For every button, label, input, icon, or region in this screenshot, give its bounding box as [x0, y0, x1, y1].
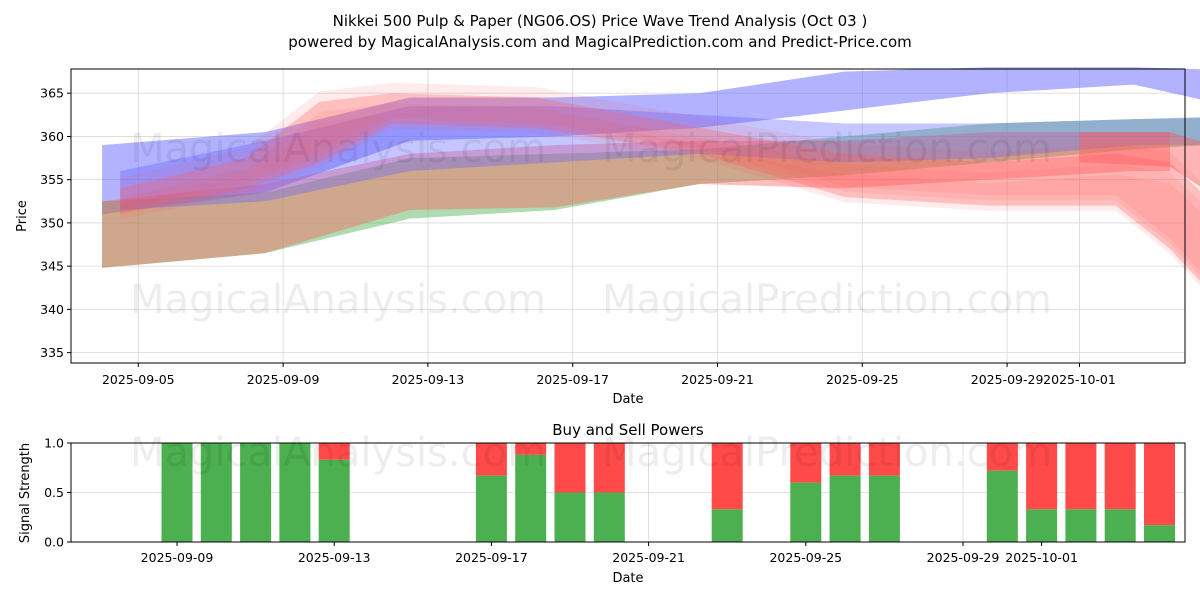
- y-tick-label: 355: [40, 172, 64, 187]
- sell-power-bar: [829, 443, 861, 476]
- bars-watermarks: MagicalAnalysis.com MagicalPrediction.co…: [130, 430, 1052, 476]
- price-x-axis: 2025-09-05 2025-09-09 2025-09-13 2025-09-17…: [102, 363, 1116, 387]
- sell-power-bar: [318, 443, 350, 460]
- price-band-blue-band: [102, 67, 1200, 215]
- sell-power-bar: [1065, 443, 1097, 510]
- sell-power-bar: [475, 443, 507, 476]
- x-tick-label: 2025-09-09: [247, 372, 320, 387]
- sell-power-bar: [986, 443, 1018, 471]
- buy-power-bar: [1065, 509, 1097, 542]
- sell-power-bar: [1104, 443, 1136, 510]
- x-tick-label: 2025-09-25: [769, 550, 842, 565]
- x-tick-label: 2025-09-25: [826, 372, 899, 387]
- buy-power-bar: [829, 475, 861, 542]
- sell-power-bar: [868, 443, 900, 476]
- y-tick-label: 345: [40, 259, 64, 274]
- sell-power-bar: [593, 443, 625, 493]
- bars-y-label: Signal Strength: [18, 443, 33, 543]
- y-tick-label: 1.0: [44, 436, 64, 451]
- x-tick-label: 2025-09-21: [612, 550, 685, 565]
- buy-power-bar: [593, 492, 625, 542]
- bars-y-axis: 0.0 0.5 1.0: [44, 436, 71, 550]
- sell-power-bar: [1026, 443, 1058, 510]
- watermark: MagicalAnalysis.com: [130, 277, 546, 323]
- signal-bars: [161, 443, 1175, 542]
- x-tick-label: 2025-09-17: [455, 550, 528, 565]
- x-tick-label: 2025-09-05: [102, 372, 175, 387]
- price-bands: [102, 67, 1200, 287]
- buy-power-bar: [790, 482, 822, 542]
- buy-power-bar: [475, 475, 507, 542]
- y-tick-label: 335: [40, 345, 64, 360]
- watermark: MagicalPrediction.com: [602, 430, 1052, 476]
- price-band-red-forecast: [1079, 132, 1200, 187]
- buy-power-bar: [1104, 509, 1136, 542]
- price-x-label: Date: [612, 392, 643, 407]
- buy-power-bar: [868, 475, 900, 542]
- buy-power-bar: [986, 470, 1018, 542]
- buy-power-bar: [1144, 525, 1175, 542]
- watermark: MagicalPrediction.com: [602, 277, 1052, 323]
- buy-power-bar: [515, 454, 547, 542]
- watermark: MagicalPrediction.com: [602, 126, 1052, 172]
- chart-subtitle: powered by MagicalAnalysis.com and Magic…: [288, 33, 912, 51]
- x-tick-label: 2025-09-21: [681, 372, 754, 387]
- y-tick-label: 340: [40, 302, 64, 317]
- sell-power-bar: [1144, 443, 1175, 526]
- x-tick-label: 2025-09-29: [927, 550, 1000, 565]
- buy-power-bar: [200, 443, 232, 542]
- x-tick-label: 2025-09-13: [298, 550, 371, 565]
- y-tick-label: 0.0: [44, 535, 64, 550]
- x-tick-label: 2025-10-01: [1005, 550, 1078, 565]
- price-band-red-wave-spread: [120, 93, 1200, 282]
- y-tick-label: 350: [40, 215, 64, 230]
- sell-power-bar: [554, 443, 586, 493]
- y-tick-label: 365: [40, 86, 64, 101]
- bars-title: Buy and Sell Powers: [552, 421, 704, 439]
- x-tick-label: 2025-09-17: [536, 372, 609, 387]
- buy-power-bar: [240, 443, 272, 542]
- price-band-red-wave-layer: [120, 82, 1200, 287]
- buy-power-bar: [279, 443, 311, 542]
- bars-x-label: Date: [612, 571, 643, 586]
- price-plot-frame: [70, 68, 1186, 364]
- y-tick-label: 0.5: [44, 485, 64, 500]
- buy-power-bar: [711, 509, 743, 542]
- price-y-label: Price: [15, 200, 30, 232]
- watermark: MagicalAnalysis.com: [130, 126, 546, 172]
- buy-power-bar: [554, 492, 586, 542]
- price-watermarks: MagicalAnalysis.com MagicalPrediction.co…: [130, 126, 1052, 323]
- bars-x-axis: 2025-09-09 2025-09-13 2025-09-17 2025-09-21…: [141, 542, 1078, 565]
- watermark: MagicalAnalysis.com: [130, 430, 546, 476]
- chart-title: Nikkei 500 Pulp & Paper (NG06.OS) Price …: [333, 12, 868, 30]
- price-band-purple-band: [120, 106, 1200, 210]
- price-band-red-wave-layer: [120, 103, 1200, 276]
- sell-power-bar: [790, 443, 822, 483]
- buy-power-bar: [318, 459, 350, 542]
- price-band-red-wave-layer: [120, 113, 1200, 271]
- buy-power-bar: [161, 443, 193, 542]
- y-tick-label: 360: [40, 129, 64, 144]
- price-band-green-band: [102, 117, 1200, 268]
- x-tick-label: 2025-09-29: [971, 372, 1044, 387]
- sell-power-bar: [515, 443, 547, 455]
- sell-power-bar: [711, 443, 743, 510]
- x-tick-label: 2025-10-01: [1043, 372, 1116, 387]
- buy-power-bar: [1026, 509, 1058, 542]
- price-band-orange-band: [102, 132, 1171, 268]
- price-y-axis: 335 340 345 350 355 360 365: [40, 86, 71, 360]
- x-tick-label: 2025-09-13: [392, 372, 465, 387]
- x-tick-label: 2025-09-09: [141, 550, 214, 565]
